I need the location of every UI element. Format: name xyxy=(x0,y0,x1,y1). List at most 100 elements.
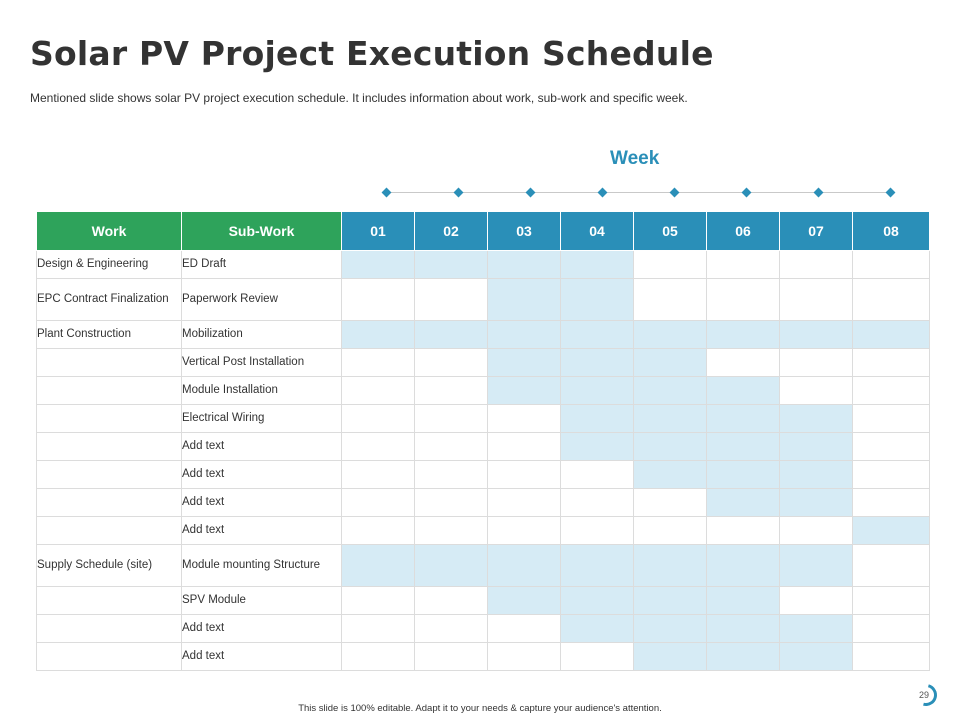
week-cell xyxy=(414,488,488,517)
week-cell xyxy=(414,376,488,405)
week-cell-active xyxy=(779,404,853,433)
week-cell-active xyxy=(560,544,634,587)
week-cell xyxy=(341,614,415,643)
week-cell-active xyxy=(560,614,634,643)
week-cell xyxy=(414,586,488,615)
week-cell xyxy=(633,278,707,321)
week-cell xyxy=(560,642,634,671)
week-cell xyxy=(560,516,634,545)
week-cell xyxy=(706,516,780,545)
week-cell xyxy=(341,404,415,433)
week-cell xyxy=(560,488,634,517)
week-marker-icon xyxy=(381,187,392,198)
week-cell xyxy=(414,432,488,461)
week-cell-active xyxy=(779,614,853,643)
week-cell xyxy=(852,614,930,643)
week-cell-active xyxy=(706,432,780,461)
week-cell-active xyxy=(706,320,780,349)
week-cell xyxy=(779,278,853,321)
table-row: SPV Module xyxy=(36,586,930,615)
subwork-cell: SPV Module xyxy=(181,586,342,615)
footer-note: This slide is 100% editable. Adapt it to… xyxy=(298,703,662,714)
week-cell xyxy=(779,376,853,405)
work-cell: Design & Engineering xyxy=(36,250,182,279)
subwork-cell: Paperwork Review xyxy=(181,278,342,321)
week-cell xyxy=(852,544,930,587)
week-cell-active xyxy=(706,488,780,517)
week-cell xyxy=(341,432,415,461)
header-subwork: Sub-Work xyxy=(181,211,342,251)
week-cell xyxy=(779,250,853,279)
week-cell xyxy=(706,250,780,279)
week-cell xyxy=(633,488,707,517)
week-axis-line xyxy=(386,192,894,193)
week-cell-active xyxy=(706,460,780,489)
slide-title: Solar PV Project Execution Schedule xyxy=(30,34,714,73)
week-cell-active xyxy=(852,320,930,349)
week-cell xyxy=(852,488,930,517)
week-cell xyxy=(852,404,930,433)
subwork-cell: Add text xyxy=(181,460,342,489)
week-cell-active xyxy=(560,376,634,405)
table-row: Module Installation xyxy=(36,376,930,405)
table-row: EPC Contract Finalization Paperwork Revie… xyxy=(36,278,930,321)
week-cell-active xyxy=(852,516,930,545)
week-cell xyxy=(560,460,634,489)
week-cell-active xyxy=(560,348,634,377)
week-cell xyxy=(414,642,488,671)
week-cell xyxy=(414,460,488,489)
subwork-cell: ED Draft xyxy=(181,250,342,279)
work-cell xyxy=(36,432,182,461)
work-cell xyxy=(36,404,182,433)
week-cell-active xyxy=(487,586,561,615)
week-cell-active xyxy=(633,614,707,643)
week-marker-icon xyxy=(885,187,896,198)
table-row: Plant Construction Mobilization xyxy=(36,320,930,349)
table-row: Electrical Wiring xyxy=(36,404,930,433)
table-row: Supply Schedule (site) Module mounting St… xyxy=(36,544,930,587)
week-cell xyxy=(852,586,930,615)
header-week-08: 08 xyxy=(852,211,930,251)
work-cell xyxy=(36,376,182,405)
week-cell-active xyxy=(414,320,488,349)
week-cell-active xyxy=(633,642,707,671)
subwork-cell: Add text xyxy=(181,516,342,545)
week-cell xyxy=(487,614,561,643)
week-cell xyxy=(852,642,930,671)
week-cell xyxy=(706,348,780,377)
week-cell-active xyxy=(487,278,561,321)
header-week-06: 06 xyxy=(706,211,780,251)
subwork-cell: Module mounting Structure xyxy=(181,544,342,587)
week-cell xyxy=(414,614,488,643)
week-cell xyxy=(487,460,561,489)
week-marker-icon xyxy=(741,187,752,198)
week-cell xyxy=(414,516,488,545)
week-cell-active xyxy=(560,250,634,279)
table-row: Design & Engineering ED Draft xyxy=(36,250,930,279)
work-cell xyxy=(36,348,182,377)
subwork-cell: Mobilization xyxy=(181,320,342,349)
header-work: Work xyxy=(36,211,182,251)
week-cell xyxy=(487,488,561,517)
week-cell xyxy=(341,586,415,615)
week-cell xyxy=(852,278,930,321)
work-cell xyxy=(36,614,182,643)
week-cell-active xyxy=(560,404,634,433)
week-cell xyxy=(341,642,415,671)
table-row: Vertical Post Installation xyxy=(36,348,930,377)
week-cell-active xyxy=(633,348,707,377)
week-marker-icon xyxy=(453,187,464,198)
week-cell-active xyxy=(560,278,634,321)
subwork-cell: Add text xyxy=(181,614,342,643)
week-cell-active xyxy=(633,432,707,461)
week-cell-active xyxy=(560,432,634,461)
week-cell-active xyxy=(779,432,853,461)
week-cell xyxy=(852,250,930,279)
week-cell xyxy=(852,460,930,489)
slide-subtitle: Mentioned slide shows solar PV project e… xyxy=(30,91,688,105)
week-cell xyxy=(706,278,780,321)
header-week-02: 02 xyxy=(414,211,488,251)
week-cell-active xyxy=(560,320,634,349)
table-row: Add text xyxy=(36,614,930,643)
week-cell xyxy=(487,432,561,461)
